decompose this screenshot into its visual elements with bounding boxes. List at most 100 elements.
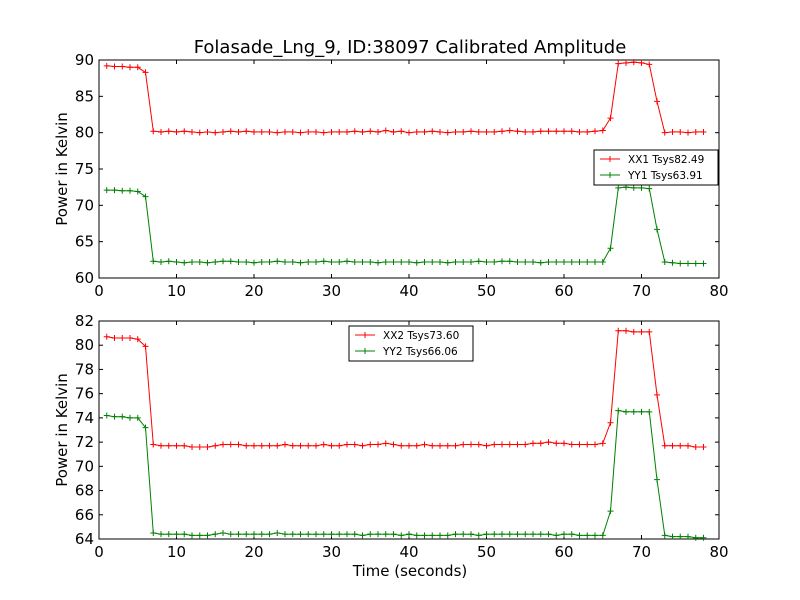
y-tick-label: 70 — [75, 196, 94, 214]
data-point-marker — [235, 128, 242, 135]
data-point-marker — [313, 531, 319, 538]
x-axis-label: Time (seconds) — [352, 562, 468, 580]
data-point-marker — [344, 128, 350, 135]
data-point-marker — [119, 187, 126, 194]
top-chart-panel: Folasade_Lng_9, ID:38097 Calibrated Ampl… — [53, 37, 729, 300]
data-point-marker — [220, 128, 226, 135]
data-point-marker — [212, 531, 219, 538]
x-tick-label: 20 — [244, 543, 263, 561]
y-tick-label: 60 — [75, 269, 94, 287]
data-point-marker — [491, 259, 498, 266]
data-point-marker — [530, 531, 536, 538]
data-point-marker — [375, 531, 381, 538]
data-point-marker — [406, 129, 412, 136]
y-tick-label: 76 — [75, 385, 94, 403]
data-point-marker — [661, 532, 668, 539]
data-point-marker — [568, 531, 575, 538]
data-point-marker — [615, 327, 622, 334]
x-tick-label: 30 — [322, 543, 341, 561]
legend-entry-label: YY1 Tsys63.91 — [627, 170, 703, 182]
data-point-marker — [150, 529, 157, 536]
data-point-marker — [181, 128, 188, 135]
data-point-marker — [235, 441, 242, 448]
x-tick-label: 70 — [632, 282, 651, 300]
data-point-marker — [483, 531, 490, 538]
data-point-marker — [344, 531, 350, 538]
data-point-marker — [390, 441, 397, 448]
data-point-marker — [289, 128, 296, 135]
data-point-marker — [444, 532, 451, 539]
data-point-marker — [700, 128, 707, 135]
data-point-marker — [483, 442, 490, 449]
data-point-marker — [669, 259, 676, 266]
data-point-marker — [646, 61, 653, 68]
data-point-marker — [630, 184, 637, 191]
data-point-marker — [289, 442, 296, 449]
data-point-marker — [181, 531, 188, 538]
data-point-marker — [692, 534, 699, 541]
data-point-marker — [119, 63, 126, 70]
data-point-marker — [258, 531, 265, 538]
chart-title: Folasade_Lng_9, ID:38097 Calibrated Ampl… — [194, 37, 627, 58]
data-point-marker — [630, 328, 637, 335]
data-point-marker — [173, 531, 180, 538]
data-point-marker — [623, 59, 629, 66]
data-point-marker — [297, 531, 304, 538]
data-point-marker — [685, 533, 691, 540]
data-point-marker — [491, 531, 498, 538]
data-point-marker — [189, 128, 195, 135]
data-point-marker — [150, 441, 157, 448]
data-point-marker — [127, 187, 133, 194]
data-point-marker — [313, 259, 319, 266]
data-point-marker — [692, 443, 699, 450]
data-point-marker — [266, 128, 273, 135]
data-point-marker — [475, 532, 482, 539]
data-point-marker — [413, 259, 420, 266]
data-point-marker — [584, 259, 591, 266]
data-point-marker — [258, 442, 265, 449]
bottom-chart-panel: Power in Kelvin Time (seconds) 0 10 20 30 40… — [53, 312, 729, 580]
data-point-marker — [685, 129, 691, 136]
data-point-marker — [390, 531, 397, 538]
data-point-marker — [592, 441, 598, 448]
data-point-marker — [545, 128, 552, 135]
data-point-marker — [468, 441, 474, 448]
data-point-marker — [158, 442, 164, 449]
x-tick-label: 60 — [554, 282, 573, 300]
data-point-marker — [421, 128, 428, 135]
legend-entry-label: YY2 Tsys66.06 — [382, 346, 458, 358]
legend-box — [593, 149, 719, 186]
data-point-marker — [165, 128, 172, 135]
data-point-marker — [545, 439, 552, 446]
data-point-marker — [111, 63, 118, 70]
data-point-marker — [537, 440, 544, 447]
data-point-marker — [677, 442, 684, 449]
data-point-marker — [382, 440, 389, 447]
data-point-marker — [623, 408, 629, 415]
data-point-marker — [266, 442, 273, 449]
data-point-marker — [359, 532, 366, 539]
data-point-marker — [305, 442, 312, 449]
data-point-marker — [289, 531, 296, 538]
data-point-marker — [367, 441, 374, 448]
data-point-marker — [646, 185, 653, 192]
y-tick-label: 78 — [75, 360, 94, 378]
data-point-marker — [390, 128, 397, 135]
data-point-marker — [506, 441, 513, 448]
data-point-marker — [429, 128, 436, 135]
data-point-marker — [452, 531, 459, 538]
data-point-marker — [499, 128, 505, 135]
x-tick-label: 0 — [94, 543, 104, 561]
data-point-marker — [266, 259, 273, 266]
data-point-marker — [251, 128, 257, 135]
data-point-marker — [646, 328, 653, 335]
data-point-marker — [181, 259, 188, 266]
data-point-marker — [398, 532, 405, 539]
data-point-marker — [584, 532, 591, 539]
data-point-marker — [282, 531, 288, 538]
data-point-marker — [553, 128, 560, 135]
data-point-marker — [537, 531, 544, 538]
data-point-marker — [111, 187, 118, 194]
data-point-marker — [506, 127, 513, 134]
data-point-marker — [537, 259, 544, 266]
